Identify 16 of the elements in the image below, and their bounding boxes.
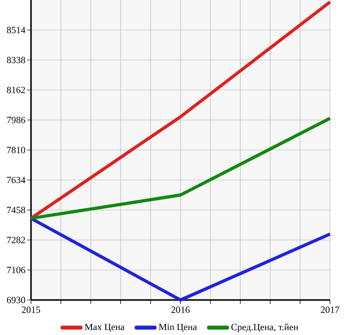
y-tick-label: 7810: [7, 146, 26, 154]
y-tick-label: 7458: [7, 206, 26, 214]
y-tick-label: 6930: [6, 296, 26, 304]
y-tick-label: 7634: [7, 176, 26, 184]
y-tick-label: 7106: [7, 266, 26, 274]
y-tick-label: 8338: [6, 56, 26, 64]
x-tick-label: 2016: [171, 306, 190, 313]
y-tick-label: 8162: [6, 86, 25, 94]
legend-label: Min Цена: [158, 324, 197, 332]
legend-label: Max Цена: [84, 324, 124, 332]
y-tick-label: 7986: [7, 116, 26, 124]
y-tick-label: 8514: [6, 26, 26, 34]
x-tick-label: 2017: [320, 306, 340, 313]
legend-label: Сред.Цена, т.йен: [231, 324, 298, 332]
y-tick-label: 7282: [7, 236, 25, 244]
x-tick-label: 2015: [22, 306, 40, 313]
